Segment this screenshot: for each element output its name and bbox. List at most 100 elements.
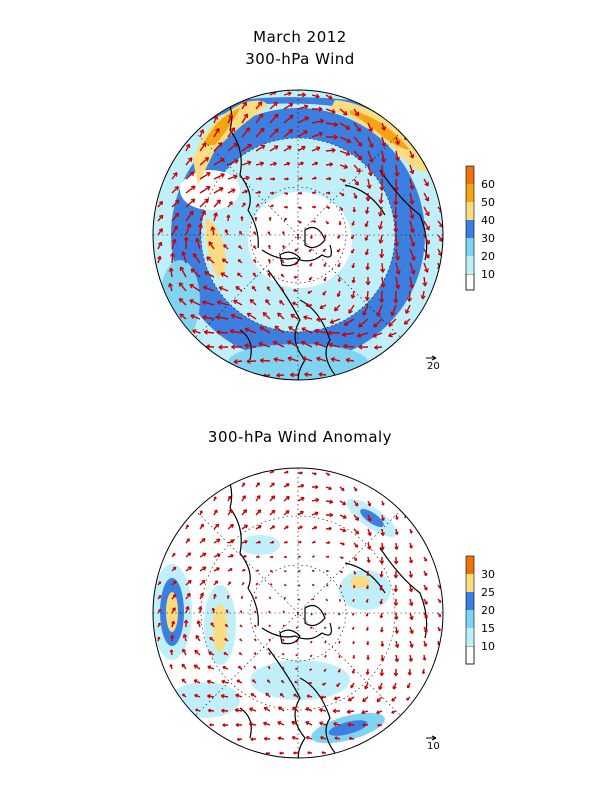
- wind-vector: [255, 127, 265, 138]
- wind-vector-head: [285, 205, 288, 209]
- wind-vector-head: [271, 204, 274, 208]
- wind-vector-head: [378, 199, 384, 204]
- wind-vector-head: [424, 558, 428, 562]
- wind-vector-head: [408, 559, 413, 564]
- wind-vector-head: [226, 595, 230, 598]
- wind-vector: [283, 145, 292, 152]
- wind-vector-head: [258, 113, 264, 118]
- wind-vector: [409, 220, 414, 233]
- colorbar-tick-label: 15: [481, 622, 495, 635]
- wind-vector: [381, 150, 385, 163]
- wind-vector-head: [326, 584, 329, 587]
- wind-vector-head: [202, 552, 207, 557]
- wind-vector: [394, 206, 397, 219]
- wind-vector: [157, 214, 164, 222]
- wind-vector-head: [209, 723, 212, 727]
- wind-vector-head: [329, 319, 335, 324]
- wind-vector-head: [168, 267, 174, 272]
- wind-vector: [274, 325, 285, 334]
- wind-vector: [277, 312, 285, 320]
- wind-vector-head: [362, 698, 367, 703]
- wind-vector-head: [377, 723, 380, 727]
- wind-vector-head: [273, 145, 279, 150]
- wind-vector-head: [214, 580, 219, 584]
- wind-vector-head: [285, 525, 289, 529]
- wind-vector-head: [438, 237, 443, 242]
- wind-vector-head: [178, 282, 184, 287]
- wind-vector-head: [315, 497, 320, 503]
- wind-vector: [301, 327, 313, 334]
- wind-vector-head: [322, 292, 326, 296]
- wind-vector: [388, 318, 397, 327]
- wind-vector-head: [254, 610, 257, 613]
- wind-vector-head: [285, 555, 287, 559]
- wind-vector-head: [192, 329, 197, 334]
- wind-vector: [297, 105, 309, 110]
- wind-vector-head: [367, 545, 372, 550]
- wind-vector-head: [364, 210, 370, 215]
- wind-vector-head: [423, 643, 428, 647]
- wind-vector: [388, 332, 397, 337]
- wind-vector-head: [333, 721, 337, 727]
- wind-vector-head: [267, 231, 271, 234]
- wind-vector-head: [300, 340, 306, 346]
- wind-vector-head: [288, 129, 293, 134]
- wind-vector-head: [314, 526, 318, 530]
- wind-vector-head: [258, 341, 263, 347]
- wind-vector-head: [364, 237, 369, 241]
- wind-vector-head: [300, 496, 305, 501]
- wind-vector-head: [309, 627, 312, 629]
- wind-vector: [353, 108, 360, 117]
- wind-vector-head: [219, 187, 224, 192]
- wind-vector: [192, 253, 201, 264]
- wind-vector-head: [343, 164, 348, 169]
- wind-vector-head: [267, 245, 271, 248]
- wind-vector-head: [157, 255, 162, 260]
- wind-vector-head: [259, 357, 265, 364]
- wind-vector-head: [263, 736, 268, 741]
- wind-vector-head: [201, 142, 207, 148]
- wind-vector-head: [240, 610, 243, 613]
- wind-vector-head: [224, 229, 229, 233]
- wind-vector-head: [364, 296, 370, 301]
- wind-vector: [233, 360, 243, 363]
- wind-vector: [367, 136, 374, 148]
- wind-vector: [343, 345, 355, 348]
- wind-vector-head: [367, 171, 373, 177]
- wind-vector: [356, 332, 369, 337]
- wind-vector-head: [320, 695, 324, 700]
- wind-vector-head: [290, 372, 294, 378]
- wind-vector: [220, 272, 229, 278]
- wind-vector: [269, 128, 279, 138]
- wind-vector-head: [368, 127, 373, 132]
- reference-vector-label: 10: [427, 741, 440, 752]
- wind-vector-head: [289, 114, 294, 120]
- wind-vector-head: [356, 332, 362, 338]
- wind-vector-head: [366, 184, 372, 189]
- wind-vector: [157, 242, 163, 250]
- colorbar-tick-label: 60: [481, 178, 495, 191]
- wind-vector: [353, 178, 359, 186]
- wind-vector-head: [185, 143, 191, 149]
- wind-vector-head: [273, 161, 277, 167]
- wind-vector-head: [356, 127, 362, 132]
- wind-vector-head: [324, 613, 327, 616]
- wind-vector-head: [355, 530, 360, 535]
- wind-vector-head: [323, 264, 327, 267]
- wind-vector-head: [321, 751, 325, 755]
- wind-vector-head: [406, 685, 411, 689]
- wind-vector-head: [379, 186, 385, 191]
- wind-vector-head: [173, 225, 178, 230]
- wind-vector-head: [199, 592, 204, 597]
- wind-vector-head: [182, 693, 185, 697]
- wind-vector-head: [279, 300, 283, 304]
- wind-vector: [249, 299, 257, 306]
- wind-vector-head: [228, 509, 233, 513]
- wind-vector-head: [271, 482, 275, 487]
- wind-vector-head: [342, 514, 347, 519]
- wind-vector-head: [380, 283, 386, 288]
- wind-vector-head: [172, 607, 176, 611]
- wind-vector-head: [350, 294, 356, 299]
- wind-vector-head: [348, 736, 352, 741]
- wind-vector-head: [333, 121, 339, 127]
